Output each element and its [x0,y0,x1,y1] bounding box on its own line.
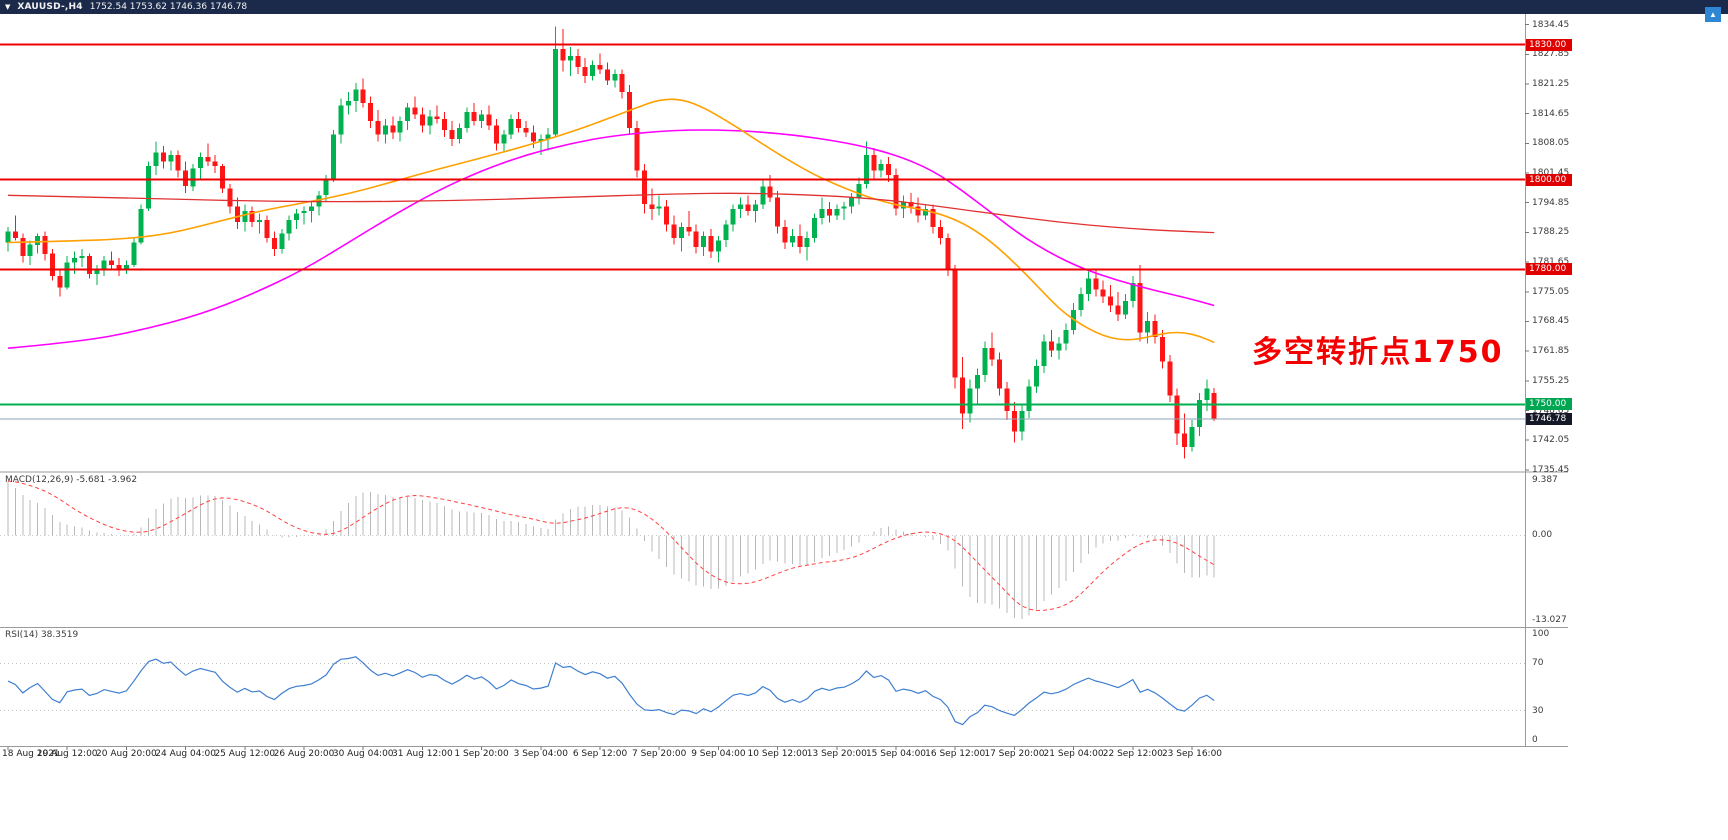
ma-long-red [7,192,1215,234]
rsi-line [7,656,1215,726]
scroll-top-button[interactable]: ▲ [1705,7,1721,22]
macd-indicator-label: MACD(12,26,9) -5.681 -3.962 [5,475,138,485]
symbol-period-label: XAUUSD-,H4 [17,2,83,12]
up-arrow-icon: ▲ [1709,10,1717,19]
ma-slow-magenta [7,129,1215,349]
candlestick-series [5,26,1217,459]
ma-mid-orange [7,98,1215,344]
horizontal-level-lines [0,43,1525,420]
moving-average-lines [7,98,1215,349]
annotation-text: 多空转折点1750 [1252,335,1504,370]
rsi-indicator-label: RSI(14) 38.3519 [5,630,79,640]
macd-signal-line [7,480,1215,612]
chart-title-bar: ▼ XAUUSD-,H4 1752.54 1753.62 1746.36 174… [0,0,1728,14]
panel-separators [0,14,1568,750]
macd-histogram [7,482,1215,619]
symbol-dropdown-triangle-icon[interactable]: ▼ [5,3,11,11]
ohlc-values: 1752.54 1753.62 1746.36 1746.78 [89,2,248,12]
